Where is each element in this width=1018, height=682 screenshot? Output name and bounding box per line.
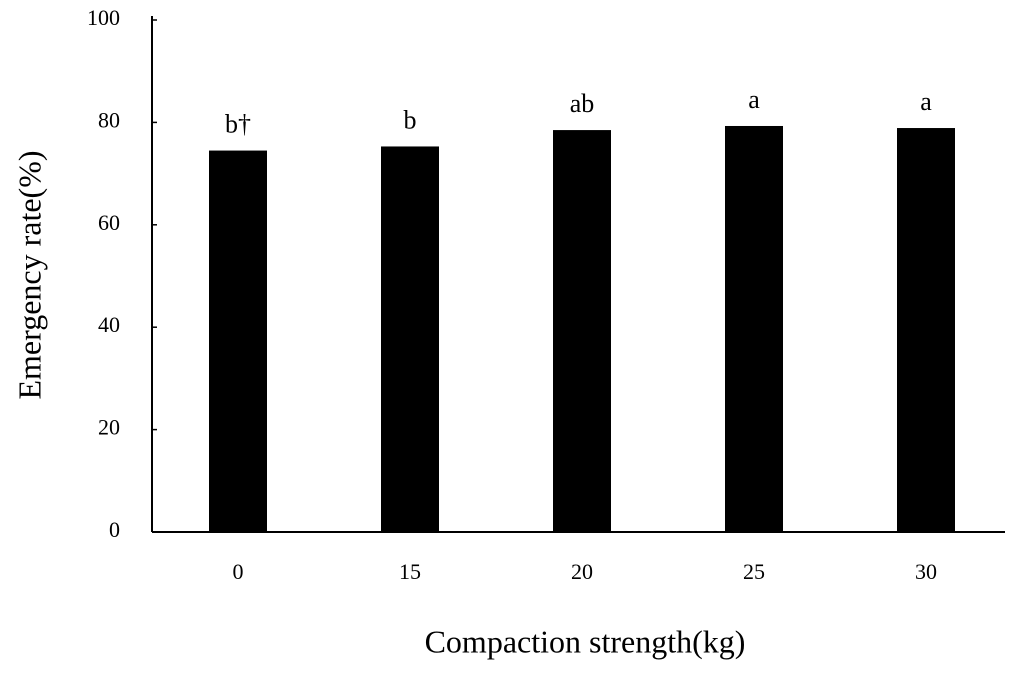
- y-tick-label: 40: [98, 312, 120, 337]
- bar: [725, 125, 783, 532]
- y-tick-label: 60: [98, 210, 120, 235]
- y-tick-label: 100: [87, 5, 120, 30]
- bar-annotation: a: [920, 87, 932, 116]
- x-tick-label: 20: [571, 559, 593, 584]
- y-tick-label: 0: [109, 517, 120, 542]
- y-tick-label: 80: [98, 107, 120, 132]
- bar-annotation: b: [404, 105, 417, 134]
- x-tick-label: 30: [915, 559, 937, 584]
- bar-annotation: ab: [570, 89, 595, 118]
- bar: [897, 128, 955, 533]
- y-tick-label: 20: [98, 415, 120, 440]
- x-axis-title: Compaction strength(kg): [425, 623, 746, 659]
- bar: [209, 150, 267, 532]
- bar: [553, 130, 611, 532]
- bar-annotation: a: [748, 85, 760, 114]
- bar: [381, 146, 439, 533]
- bar-annotation: b†: [225, 110, 251, 139]
- y-axis-title: Emergency rate(%): [11, 150, 47, 399]
- x-tick-label: 15: [399, 559, 421, 584]
- x-tick-label: 25: [743, 559, 765, 584]
- x-tick-label: 0: [233, 559, 244, 584]
